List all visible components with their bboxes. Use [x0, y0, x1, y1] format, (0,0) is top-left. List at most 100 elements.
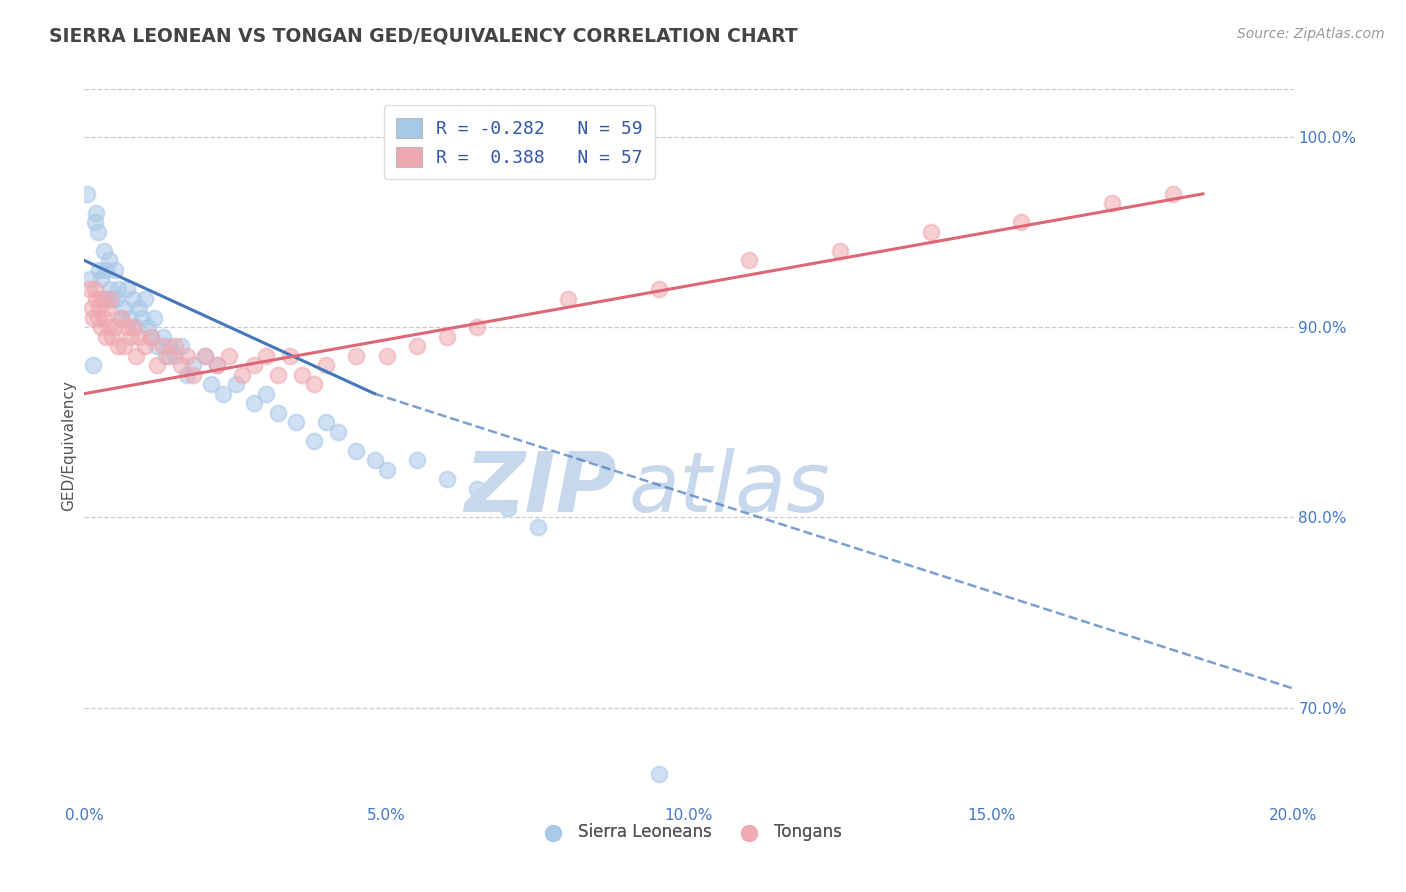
Point — [128, 329, 150, 343]
Point — [82, 358, 104, 372]
Point — [302, 434, 325, 449]
Point — [225, 377, 247, 392]
Point — [302, 377, 325, 392]
Text: Source: ZipAtlas.com: Source: ZipAtlas.com — [1237, 27, 1385, 41]
Point — [170, 339, 193, 353]
Point — [142, 310, 165, 325]
Point — [100, 329, 122, 343]
Point — [139, 329, 162, 343]
Point — [146, 339, 169, 353]
Point — [91, 292, 114, 306]
Point — [920, 225, 942, 239]
Point — [80, 301, 103, 315]
Point — [100, 292, 122, 306]
Point — [91, 292, 114, 306]
Point — [157, 349, 180, 363]
Point — [134, 339, 156, 353]
Point — [242, 396, 264, 410]
Point — [165, 349, 187, 363]
Point — [131, 310, 153, 325]
Point — [254, 349, 277, 363]
Legend: Sierra Leoneans, Tongans: Sierra Leoneans, Tongans — [530, 817, 848, 848]
Point — [436, 472, 458, 486]
Point — [176, 368, 198, 382]
Point — [346, 349, 368, 363]
Point — [89, 301, 111, 315]
Point — [467, 320, 489, 334]
Point — [152, 339, 174, 353]
Point — [86, 292, 108, 306]
Point — [231, 368, 253, 382]
Point — [254, 386, 277, 401]
Point — [90, 320, 112, 334]
Point — [181, 358, 204, 372]
Point — [86, 206, 108, 220]
Point — [112, 339, 135, 353]
Text: SIERRA LEONEAN VS TONGAN GED/EQUIVALENCY CORRELATION CHART: SIERRA LEONEAN VS TONGAN GED/EQUIVALENCY… — [49, 27, 797, 45]
Point — [738, 253, 761, 268]
Point — [121, 292, 143, 306]
Point — [77, 282, 100, 296]
Point — [207, 358, 229, 372]
Point — [212, 386, 235, 401]
Point — [96, 301, 118, 315]
Point — [98, 282, 121, 296]
Point — [121, 320, 143, 334]
Point — [97, 320, 120, 334]
Point — [830, 244, 852, 258]
Point — [170, 358, 193, 372]
Point — [527, 520, 550, 534]
Point — [328, 425, 350, 439]
Point — [84, 282, 107, 296]
Point — [125, 320, 148, 334]
Point — [86, 225, 108, 239]
Point — [76, 186, 98, 201]
Point — [107, 339, 129, 353]
Point — [285, 415, 308, 429]
Point — [98, 292, 121, 306]
Point — [278, 349, 301, 363]
Point — [128, 301, 150, 315]
Point — [315, 358, 337, 372]
Point — [218, 349, 240, 363]
Point — [155, 349, 177, 363]
Point — [110, 310, 132, 325]
Point — [406, 339, 429, 353]
Point — [648, 282, 671, 296]
Point — [207, 358, 229, 372]
Point — [1011, 215, 1033, 229]
Point — [125, 349, 148, 363]
Point — [315, 415, 337, 429]
Point — [291, 368, 314, 382]
Point — [115, 320, 138, 334]
Point — [93, 244, 115, 258]
Point — [97, 253, 120, 268]
Point — [112, 301, 135, 315]
Point — [90, 272, 112, 286]
Point — [134, 292, 156, 306]
Point — [406, 453, 429, 467]
Point — [94, 329, 117, 343]
Point — [104, 292, 127, 306]
Point — [157, 339, 180, 353]
Point — [115, 282, 138, 296]
Point — [375, 349, 398, 363]
Point — [118, 310, 141, 325]
Text: ZIP: ZIP — [464, 449, 616, 529]
Point — [118, 329, 141, 343]
Point — [104, 263, 127, 277]
Point — [242, 358, 264, 372]
Point — [436, 329, 458, 343]
Point — [363, 453, 385, 467]
Point — [267, 368, 290, 382]
Point — [139, 329, 162, 343]
Point — [86, 310, 108, 325]
Point — [136, 320, 159, 334]
Point — [82, 310, 104, 325]
Point — [146, 358, 169, 372]
Point — [107, 282, 129, 296]
Point — [89, 263, 111, 277]
Point — [194, 349, 217, 363]
Point — [496, 500, 519, 515]
Point — [110, 310, 132, 325]
